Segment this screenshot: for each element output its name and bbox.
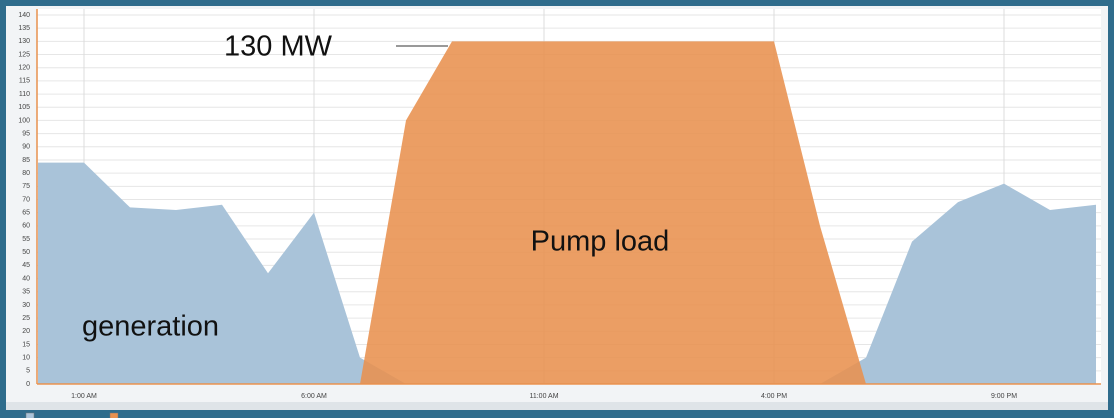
y-tick-label: 140 — [18, 12, 30, 19]
y-tick-label: 125 — [18, 51, 30, 58]
y-tick-label: 55 — [22, 236, 30, 243]
annotation: 130 MW — [224, 31, 333, 63]
legend-swatch — [25, 412, 35, 418]
y-tick-label: 25 — [22, 315, 30, 322]
area-series — [38, 162, 1096, 384]
y-tick-label: 130 — [18, 38, 30, 45]
y-tick-label: 135 — [18, 25, 30, 32]
y-tick-label: 30 — [22, 302, 30, 309]
y-tick-label: 65 — [22, 210, 30, 217]
y-tick-label: 70 — [22, 196, 30, 203]
y-tick-label: 85 — [22, 157, 30, 164]
y-tick-label: 80 — [22, 170, 30, 177]
y-tick-label: 105 — [18, 104, 30, 111]
y-tick-label: 100 — [18, 117, 30, 124]
y-tick-label: 40 — [22, 275, 30, 282]
legend-swatch — [109, 412, 119, 418]
y-tick-label: 90 — [22, 144, 30, 151]
y-tick-label: 0 — [26, 381, 30, 388]
y-tick-label: 120 — [18, 65, 30, 72]
y-tick-label: 60 — [22, 223, 30, 230]
x-tick-label: 9:00 PM — [991, 393, 1017, 400]
x-tick-label: 6:00 AM — [301, 393, 327, 400]
y-tick-label: 75 — [22, 183, 30, 190]
legend-strip — [6, 402, 1108, 410]
y-tick-label: 20 — [22, 328, 30, 335]
y-tick-label: 45 — [22, 262, 30, 269]
series-label: Pump load — [531, 226, 670, 258]
area-series — [38, 41, 1096, 384]
y-tick-label: 95 — [22, 130, 30, 137]
y-tick-label: 10 — [22, 354, 30, 361]
y-tick-label: 110 — [19, 91, 30, 98]
y-tick-label: 5 — [26, 368, 30, 375]
y-tick-label: 15 — [22, 341, 30, 348]
x-tick-label: 11:00 AM — [529, 393, 558, 400]
y-tick-label: 115 — [19, 78, 30, 85]
y-tick-label: 50 — [22, 249, 30, 256]
x-tick-label: 1:00 AM — [71, 393, 97, 400]
series-label: generation — [82, 311, 219, 343]
x-tick-label: 4:00 PM — [761, 393, 787, 400]
y-tick-label: 35 — [22, 289, 30, 296]
